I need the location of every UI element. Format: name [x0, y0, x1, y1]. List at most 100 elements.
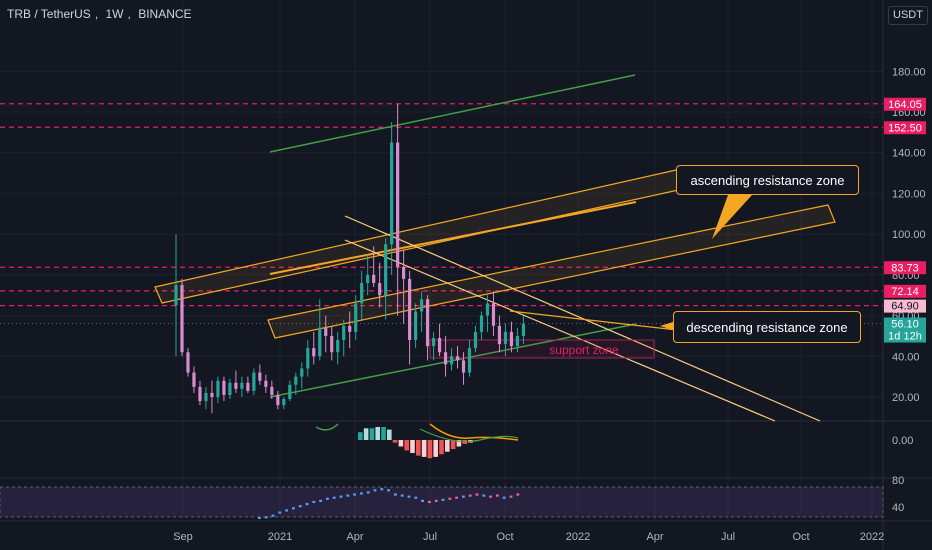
rsi-point [319, 499, 322, 502]
interval-label[interactable]: 1W [105, 7, 124, 21]
rsi-point [400, 494, 404, 497]
candle-body [222, 380, 226, 395]
x-tick-label: 2022 [566, 531, 590, 543]
support-zone-box [429, 339, 655, 359]
macd-y-tick: 0.00 [892, 435, 913, 447]
rsi-point [373, 489, 377, 492]
candle-body [174, 285, 178, 306]
candle-body [491, 303, 496, 326]
rsi-point [305, 502, 309, 506]
candle-body [342, 325, 346, 340]
callout-tail [712, 195, 752, 239]
candle-body [360, 283, 364, 304]
candle-body [461, 360, 466, 373]
support-zone-label: support zone [549, 343, 619, 357]
price-label: 72.14 [891, 286, 919, 298]
x-tick-label: Sep [173, 531, 193, 543]
rsi-y-tick: 80 [892, 475, 904, 487]
macd-histogram-bar [387, 429, 392, 440]
rsi-point [271, 514, 275, 517]
rsi-point [516, 493, 520, 496]
rsi-point [414, 496, 418, 499]
y-tick-label: 140.00 [892, 148, 926, 160]
callout-label: ascending resistance zone [691, 173, 845, 188]
descending-resistance-line [344, 239, 776, 422]
candle-body [449, 356, 454, 365]
rsi-point [441, 498, 445, 501]
macd-histogram-bar [421, 440, 427, 457]
price-label-bg [884, 329, 926, 343]
candle-body [186, 352, 190, 373]
candle-body [282, 399, 286, 406]
candle-body [294, 376, 298, 385]
price-label: 64.90 [891, 301, 919, 313]
candle-body [515, 335, 520, 347]
macd-histogram-bar [358, 432, 363, 440]
candle-body [503, 331, 508, 345]
candle-body [378, 283, 382, 296]
candle-body [276, 394, 280, 406]
rsi-point [468, 494, 472, 497]
macd-histogram-bar [381, 427, 386, 440]
rsi-point [462, 495, 465, 498]
price-label-bg [884, 317, 926, 330]
price-label-bg [884, 121, 926, 135]
price-label: 56.10 [891, 319, 919, 331]
candle-body [485, 303, 490, 316]
rsi-point [312, 500, 316, 504]
candle-body [455, 356, 460, 361]
symbol-label[interactable]: TRB / TetherUS [7, 7, 91, 21]
y-tick-label: 20.00 [892, 392, 920, 404]
x-tick-label: Apr [646, 531, 663, 543]
candle-body [467, 348, 472, 373]
trend-line [269, 201, 637, 275]
rsi-point [366, 491, 370, 494]
candle-body [252, 372, 256, 391]
candle-body [473, 331, 478, 349]
price-label-bg [884, 261, 926, 275]
price-label-bg [884, 299, 926, 313]
rsi-point [298, 505, 302, 508]
macd-histogram-bar [369, 428, 375, 440]
candle-body [210, 392, 214, 397]
candle-body [431, 337, 436, 347]
candle-body [509, 331, 514, 347]
macd-histogram-bar [456, 440, 462, 447]
macd-histogram-bar [416, 440, 421, 456]
price-label: 1d 12h [888, 331, 922, 343]
macd-histogram-bar [363, 428, 369, 440]
ascending-resistance-zone [154, 167, 693, 304]
candle-body [348, 325, 352, 332]
candle-body [312, 348, 316, 357]
exchange-label: BINANCE [138, 7, 192, 21]
candle-body [318, 327, 322, 357]
macd-histogram-bar [450, 440, 456, 450]
macd-histogram-bar [433, 440, 438, 457]
rsi-point [264, 516, 268, 519]
rsi-point [489, 495, 492, 498]
macd-histogram-bar [375, 427, 380, 440]
candle-body [204, 392, 208, 402]
candle-body [396, 142, 400, 267]
candle-body [372, 274, 376, 283]
candle-body [402, 266, 406, 279]
price-label-bg [884, 97, 926, 111]
macd-signal-line [429, 423, 519, 441]
candle-body [521, 323, 526, 336]
rsi-point [421, 499, 424, 502]
rsi-point [482, 494, 486, 497]
macd-histogram-bar [427, 440, 433, 459]
rsi-point [496, 494, 499, 497]
rsi-point [285, 509, 288, 512]
rsi-point [434, 499, 438, 502]
rsi-point [387, 489, 390, 492]
rsi-point [455, 496, 458, 499]
currency-button[interactable]: USDT [888, 6, 928, 25]
rsi-point [407, 495, 411, 498]
rsi-point [278, 511, 282, 514]
candle-body [288, 384, 292, 400]
y-tick-label: 40.00 [892, 351, 920, 363]
macd-histogram-bar [410, 440, 415, 453]
candle-body [216, 380, 220, 397]
